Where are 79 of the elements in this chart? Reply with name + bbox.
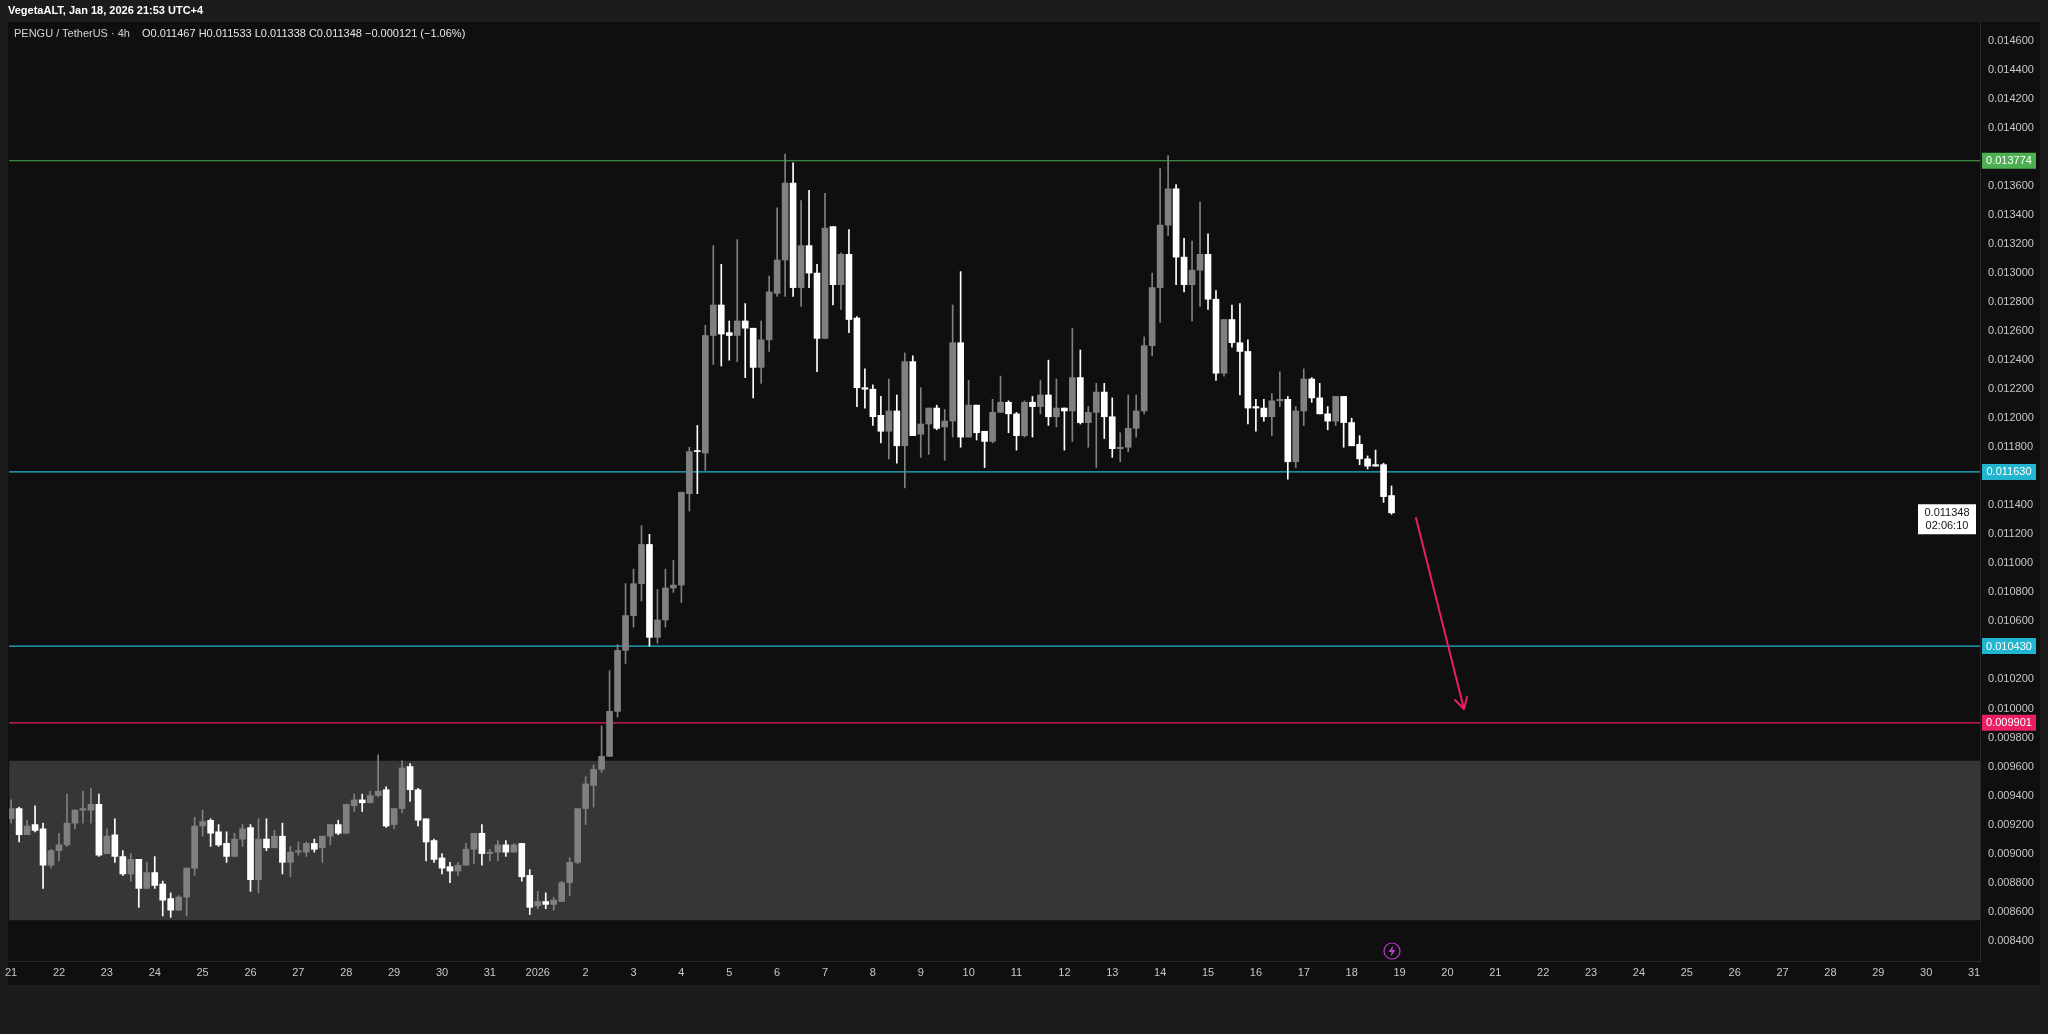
y-tick-label: 0.010600 (1988, 614, 2034, 627)
x-tick-label: 21 (5, 965, 18, 978)
x-tick-label: 8 (869, 965, 876, 978)
annotation: 0.011348 02:06:10 (1924, 505, 1970, 531)
y-tick-label: 0.009000 (1988, 846, 2034, 859)
x-tick-label: 5 (726, 965, 733, 978)
x-tick-label: 22 (52, 965, 66, 978)
x-tick-label: 20 (1441, 965, 1454, 978)
y-tick-label: 0.012000 (1988, 411, 2034, 424)
x-tick-label: 14 (1154, 965, 1167, 978)
x-tick-label: 30 (1920, 965, 1933, 978)
x-tick-label: 29 (388, 965, 401, 978)
y-tick-label: 0.008800 (1988, 875, 2034, 888)
y-tick-label: 0.009200 (1988, 817, 2034, 830)
x-tick-label: 27 (1776, 965, 1789, 978)
y-tick-label: 0.014400 (1988, 62, 2034, 75)
x-tick-label: 7 (821, 965, 829, 978)
x-tick-label: 6 (774, 965, 781, 978)
y-tick-label: 0.011000 (1988, 556, 2034, 569)
x-tick-label: 31 (483, 965, 496, 978)
x-tick-label: 21 (1489, 965, 1502, 978)
x-tick-label: 18 (1345, 965, 1358, 978)
x-tick-label: 26 (244, 965, 257, 978)
ref-line-label: 0.010430 (1986, 639, 2032, 652)
y-tick-label: 0.009400 (1988, 788, 2034, 801)
y-tick-label: 0.012800 (1988, 295, 2034, 308)
x-tick-label: 11 (1010, 965, 1023, 978)
y-tick-label: 0.009600 (1988, 759, 2034, 772)
x-tick-label: 24 (148, 965, 161, 978)
y-tick-label: 0.010200 (1988, 672, 2034, 685)
y-tick-label: 0.012600 (1988, 324, 2034, 337)
x-tick-label: 13 (1106, 965, 1119, 978)
x-tick-label: 2026 (525, 965, 550, 978)
ref-line-label: 0.011630 (1986, 465, 2032, 478)
x-tick-label: 2 (582, 965, 589, 978)
x-tick-label: 23 (1584, 965, 1598, 978)
x-tick-label: 12 (1058, 965, 1071, 978)
y-tick-label: 0.013200 (1988, 237, 2034, 250)
y-tick-label: 0.014000 (1988, 120, 2034, 133)
y-tick-label: 0.011200 (1988, 527, 2034, 540)
x-tick-label: 26 (1728, 965, 1741, 978)
x-tick-label: 25 (1680, 965, 1693, 978)
x-tick-label: 23 (100, 965, 113, 978)
x-tick-label: 28 (340, 965, 353, 978)
y-tick-label: 0.011400 (1988, 498, 2034, 511)
y-tick-label: 0.012400 (1988, 353, 2034, 366)
x-tick-label: 30 (435, 965, 449, 978)
x-tick-label: 31 (1967, 965, 1981, 978)
y-tick-label: 0.008600 (1988, 904, 2034, 917)
x-tick-label: 22 (1537, 965, 1550, 978)
y-tick-label: 0.011800 (1988, 440, 2034, 453)
ref-line-label: 0.009901 (1986, 716, 2032, 729)
text: VegetaALT, Jan 18, 2026 21:53 UTC+4 (8, 4, 204, 16)
x-tick-label: 4 (678, 965, 685, 978)
y-tick-label: 0.013000 (1988, 266, 2034, 279)
y-tick-label: 0.009800 (1988, 730, 2034, 743)
x-tick-label: 28 (1824, 965, 1837, 978)
chart-subtitle: O0.011467 H0.011533 L0.011338 C0.011348 −0.000121 (−1.06%) (141, 27, 466, 39)
y-tick-label: 0.008400 (1988, 933, 2034, 946)
y-tick-label: 0.013600 (1988, 179, 2034, 192)
x-tick-label: 17 (1297, 965, 1310, 978)
x-tick-label: 27 (292, 965, 305, 978)
y-tick-label: 0.010000 (1988, 701, 2034, 714)
y-tick-label: 0.014600 (1988, 33, 2034, 46)
y-tick-label: 0.012200 (1988, 382, 2034, 395)
y-tick-label: 0.010800 (1988, 585, 2034, 598)
x-tick-label: 25 (196, 965, 209, 978)
x-tick-label: 29 (1872, 965, 1885, 978)
x-tick-label: 19 (1393, 965, 1406, 978)
y-tick-label: 0.014200 (1988, 91, 2034, 104)
x-tick-label: 24 (1632, 965, 1646, 978)
x-tick-label: 10 (962, 965, 975, 978)
chart-title: PENGU / TetherUS · 4h (14, 27, 130, 39)
x-tick-label: 9 (917, 965, 924, 978)
ref-line-label: 0.013774 (1986, 154, 2032, 167)
x-tick-label: 15 (1201, 965, 1215, 978)
x-tick-label: 16 (1249, 965, 1263, 978)
y-tick-label: 0.013400 (1988, 208, 2034, 221)
x-tick-label: 3 (630, 965, 637, 978)
